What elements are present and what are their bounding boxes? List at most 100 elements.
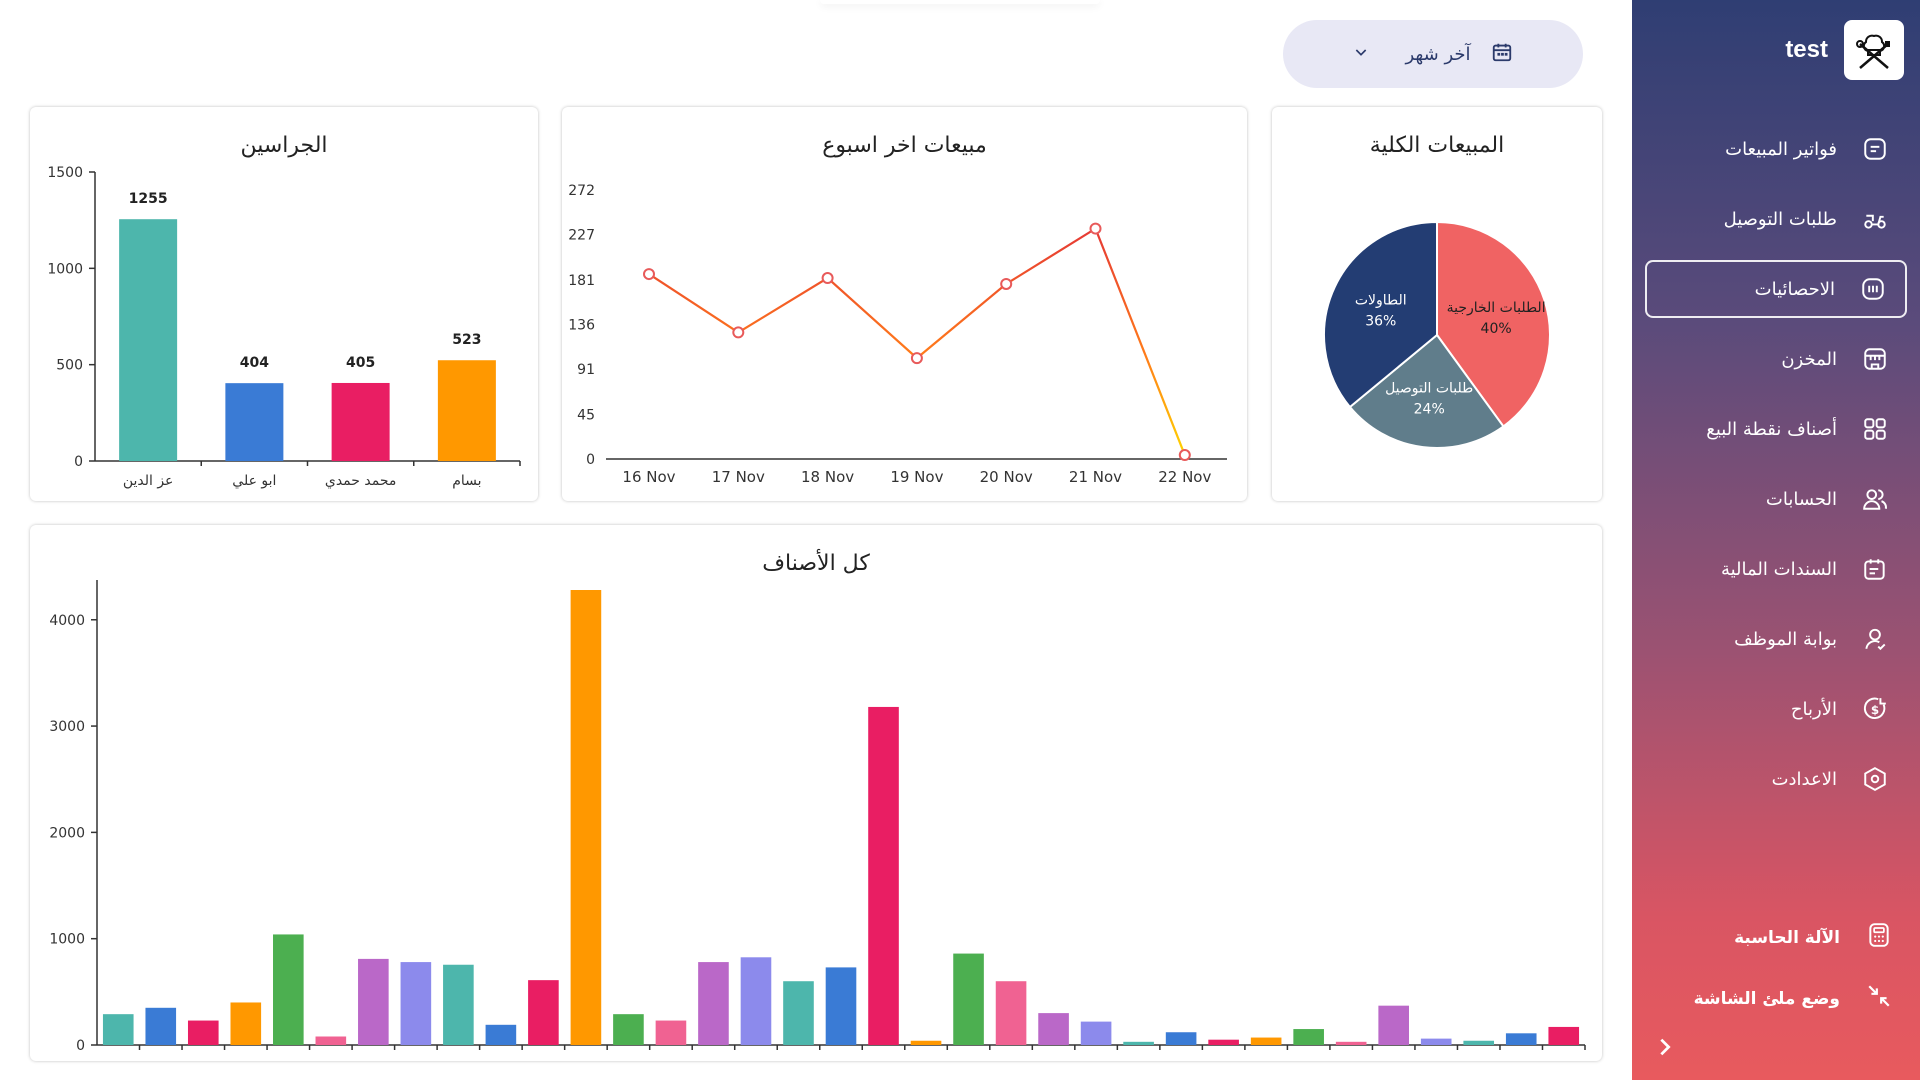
all-items-card: كل الأصناف 0 1000 2000 3000 4000	[30, 525, 1602, 1061]
bar	[1548, 1026, 1580, 1045]
waiters-bar-chart: 0 500 1000 1500 1255 عز الدين 404 ابو علي 405 محم…	[47, 165, 521, 489]
calendar-note-icon	[1861, 555, 1889, 583]
y-tick-label: 45	[577, 407, 595, 423]
bar	[1208, 1039, 1239, 1045]
dollar-icon: $	[1861, 695, 1889, 723]
calculator-label: الآلة الحاسبة	[1734, 927, 1840, 948]
total-sales-card: المبيعات الكلية الطلبات الخارجية 40% طلبات…	[1272, 107, 1602, 501]
sidebar-item-pos-items[interactable]: أصناف نقطة البيع	[1645, 400, 1907, 458]
bar	[187, 1020, 219, 1045]
line-point	[643, 268, 655, 281]
line-point	[732, 326, 745, 339]
bar	[225, 383, 284, 461]
bar	[825, 967, 857, 1045]
line-point	[1089, 222, 1102, 235]
sidebar-item-delivery-orders[interactable]: طلبات التوصيل	[1645, 190, 1907, 248]
bar	[528, 980, 559, 1045]
invoice-icon	[1861, 135, 1889, 163]
bar	[358, 958, 389, 1045]
y-tick-label: 0	[76, 1038, 85, 1054]
expand-sidebar-button[interactable]	[1650, 1032, 1680, 1062]
x-tick-label: 16 Nov	[622, 468, 675, 486]
calculator-button[interactable]: الآلة الحاسبة	[1734, 922, 1892, 953]
x-tick-label: 22 Nov	[1158, 468, 1211, 486]
sidebar-item-accounts[interactable]: الحسابات	[1645, 470, 1907, 528]
store-icon	[1861, 345, 1889, 373]
y-tick-label: 136	[568, 318, 595, 334]
x-tick-label: بسام	[452, 473, 481, 489]
bar	[437, 360, 496, 461]
pie-slice-label: الطاولات	[1355, 293, 1407, 309]
bar-value-label: 404	[240, 355, 269, 371]
sidebar-item-financial-bonds[interactable]: السندات المالية	[1645, 540, 1907, 598]
x-tick-label: 17 Nov	[712, 468, 765, 486]
sidebar-item-sales-invoices[interactable]: فواتير المبيعات	[1645, 120, 1907, 178]
delivery-scooter-icon	[1861, 205, 1889, 233]
sidebar-item-label: المخزن	[1781, 348, 1837, 370]
sidebar-item-label: الاحصائيات	[1754, 278, 1835, 300]
bar	[740, 957, 772, 1045]
line-point	[821, 272, 834, 285]
y-tick-label: 227	[568, 228, 595, 244]
date-range-select[interactable]: آخر شهر	[1283, 20, 1583, 88]
sidebar-item-employee-portal[interactable]: بوابة الموظف	[1645, 610, 1907, 668]
weekly-sales-line	[648, 226, 1186, 456]
brand: test	[1785, 20, 1904, 80]
bar	[1165, 1032, 1197, 1045]
weekly-sales-line-chart: 0 45 91 136 181 227 272 16 Nov 17 Nov 18 Nov 19 No…	[568, 183, 1227, 486]
bar	[1293, 1029, 1324, 1045]
bar	[443, 964, 474, 1045]
sidebar-item-profits[interactable]: $ الأرباح	[1645, 680, 1907, 738]
bar	[1250, 1037, 1282, 1045]
employee-icon	[1861, 625, 1889, 653]
top-panel-edge	[820, 0, 1100, 4]
sidebar-item-label: الأرباح	[1790, 698, 1837, 720]
sidebar-item-statistics[interactable]: الاحصائيات	[1645, 260, 1907, 318]
bar	[1038, 1013, 1069, 1045]
weekly-sales-title: مبيعات اخر اسبوع	[822, 133, 987, 158]
y-tick-label: 2000	[49, 825, 85, 841]
bar	[613, 1014, 644, 1045]
chevron-right-icon	[1660, 1038, 1671, 1056]
bar	[400, 962, 432, 1045]
bar	[783, 981, 814, 1045]
fullscreen-button[interactable]: وضع ملئ الشاشة	[1694, 983, 1892, 1014]
pie-slice	[1436, 220, 1551, 428]
x-tick-label: 21 Nov	[1069, 468, 1122, 486]
bar-value-label: 1255	[129, 191, 168, 207]
grid-icon	[1861, 415, 1889, 443]
bar	[1080, 1021, 1112, 1045]
x-tick-label: محمد حمدي	[325, 473, 396, 489]
calendar-icon	[1491, 41, 1513, 68]
sidebar-item-settings[interactable]: الاعدادت	[1645, 750, 1907, 808]
sidebar-item-label: أصناف نقطة البيع	[1706, 418, 1837, 440]
sidebar-item-store[interactable]: المخزن	[1645, 330, 1907, 388]
bar	[1378, 1005, 1409, 1045]
x-tick-label: ابو علي	[232, 473, 276, 489]
sidebar-item-label: الحسابات	[1765, 488, 1837, 510]
total-sales-title: المبيعات الكلية	[1369, 133, 1505, 158]
waiters-title: الجراسين	[240, 133, 328, 158]
line-point	[910, 352, 923, 365]
all-items-title: كل الأصناف	[762, 551, 870, 576]
pie-slice-percent: 24%	[1414, 402, 1445, 418]
bar	[1335, 1041, 1367, 1045]
bar	[698, 962, 729, 1045]
line-point	[1000, 277, 1013, 290]
x-tick-label: 20 Nov	[980, 468, 1033, 486]
bar	[485, 1024, 517, 1045]
pie-slice	[1323, 220, 1438, 409]
bar	[570, 590, 602, 1045]
y-tick-label: 1000	[49, 932, 85, 948]
sidebar-item-label: طلبات التوصيل	[1723, 208, 1837, 230]
bar	[953, 953, 984, 1045]
y-tick-label: 91	[577, 362, 595, 378]
y-tick-label: 4000	[49, 613, 85, 629]
x-tick-label: 18 Nov	[801, 468, 854, 486]
weekly-sales-card: مبيعات اخر اسبوع 0 45 91 136 181 227 272 16 Nov…	[562, 107, 1247, 501]
y-tick-label: 181	[568, 273, 595, 289]
bar	[230, 1002, 262, 1045]
bar-value-label: 405	[346, 355, 375, 371]
bar	[1463, 1040, 1495, 1045]
bar-value-label: 523	[452, 332, 481, 348]
